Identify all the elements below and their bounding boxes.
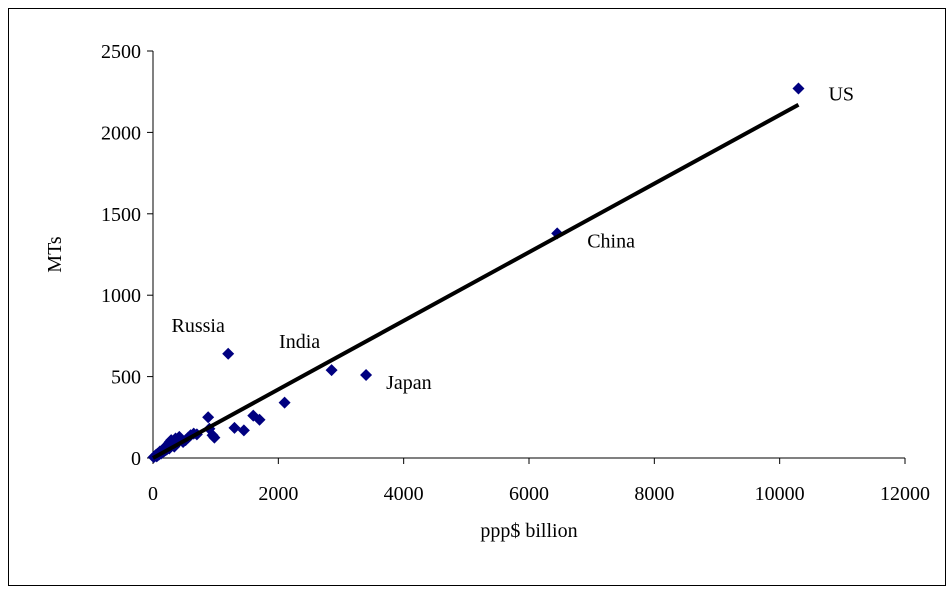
scatter-chart: 0 2000 4000 6000 8000 10000 12000 0 500 1000 1500 2… [44,41,930,542]
annotation-group: US China Russia India Japan [172,83,855,394]
data-point [792,82,805,95]
x-tick-label: 8000 [634,483,674,505]
y-axis-title: MTs [44,236,66,273]
y-tick-label: 0 [131,448,141,470]
x-tick-label: 4000 [384,483,424,505]
trendline [152,102,800,460]
point-label-india: India [279,331,320,353]
x-tick-label: 6000 [509,483,549,505]
data-point [222,347,235,360]
point-label-us: US [828,83,854,105]
y-tick-label: 1500 [101,204,141,226]
x-axis-title: ppp$ billion [480,520,577,542]
chart-frame: 0 2000 4000 6000 8000 10000 12000 0 500 1000 1500 2… [8,8,946,586]
data-point [325,364,338,377]
y-tick-label: 2500 [101,41,141,63]
x-tick-label: 2000 [258,483,298,505]
tick-group: 0 2000 4000 6000 8000 10000 12000 0 500 1000 1500 2… [101,41,930,505]
data-point [228,421,241,434]
x-tick-label: 0 [148,483,158,505]
point-label-japan: Japan [386,372,432,394]
data-point [202,411,215,424]
data-point [208,431,221,444]
point-label-russia: Russia [172,315,225,337]
x-tick-label: 10000 [755,483,805,505]
data-point [360,368,373,381]
x-tick-label: 12000 [880,483,930,505]
y-tick-label: 2000 [101,122,141,144]
point-label-china: China [587,230,635,252]
y-tick-label: 500 [111,367,141,389]
data-point [278,396,291,409]
data-point [237,424,250,437]
y-tick-label: 1000 [101,285,141,307]
